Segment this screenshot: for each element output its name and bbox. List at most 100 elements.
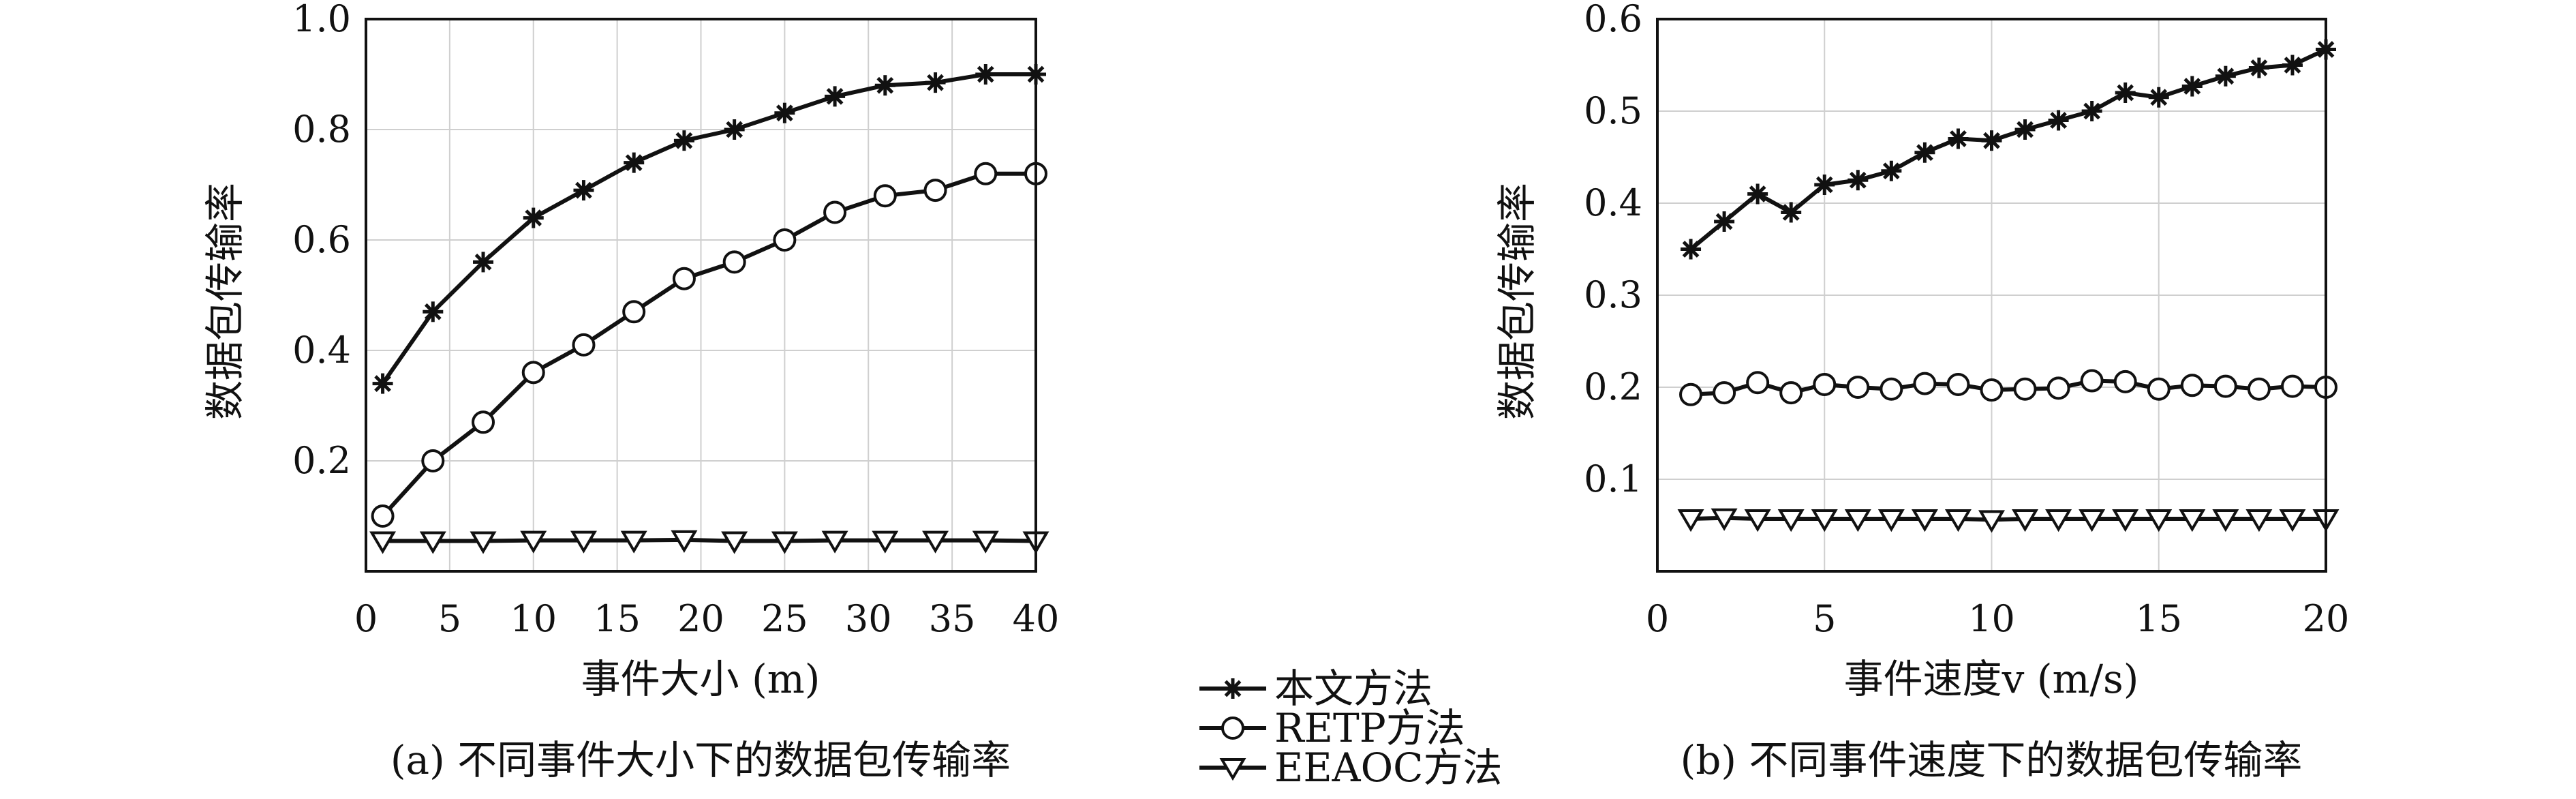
x-tick-label: 25 (761, 597, 808, 640)
triangle-down-marker (2145, 509, 2173, 532)
triangle-down-marker (2179, 509, 2206, 532)
x-tick-label: 30 (845, 597, 892, 640)
x-axis-label: 事件速度v (m/s) (1844, 656, 2139, 702)
plot-frame (1656, 18, 2327, 573)
circle-marker (2180, 374, 2204, 397)
circle-marker (2280, 374, 2304, 398)
star-marker-icon (1223, 678, 1243, 699)
gridlines (1657, 19, 2326, 571)
y-tick-label: 0.2 (292, 439, 351, 482)
star-marker (523, 207, 544, 228)
triangle-down-marker (419, 531, 446, 554)
x-tick-label: 20 (677, 597, 724, 640)
circle-marker (472, 410, 495, 434)
x-tick-label: 5 (1813, 597, 1836, 640)
circle-marker (1746, 371, 1770, 395)
x-tick-label: 10 (1968, 597, 2015, 640)
circle-marker (1946, 372, 1970, 396)
circle-marker (2147, 377, 2171, 401)
circle-marker (1913, 372, 1937, 395)
circle-marker (1880, 377, 1903, 401)
series-line (382, 537, 1037, 543)
star-marker (1814, 175, 1835, 195)
y-tick-label: 0.1 (1584, 457, 1642, 500)
series-triangle-down (369, 530, 1049, 554)
x-tick-label: 15 (594, 597, 641, 640)
star-marker (1981, 130, 2002, 151)
circle-marker (622, 300, 646, 324)
triangle-down-marker (1811, 509, 1838, 532)
triangle-down-marker (671, 530, 698, 553)
legend: 本文方法 RETP方法 EEAOC方法 (1199, 665, 1503, 791)
x-tick-label: 10 (510, 597, 557, 640)
series-star (372, 64, 1046, 394)
star-marker (1781, 202, 1802, 223)
triangle-down-marker (520, 530, 547, 554)
triangle-down-marker (2045, 509, 2072, 532)
star-marker (2181, 76, 2203, 97)
star-marker (975, 64, 996, 85)
star-marker (2215, 65, 2236, 87)
series-circle (371, 162, 1047, 528)
circle-marker (1713, 381, 1736, 405)
triangle-down-marker (872, 530, 899, 554)
circle-marker (2247, 377, 2271, 401)
caption: (b) 不同事件速度下的数据包传输率 (1681, 737, 2303, 783)
triangle-down-marker (1911, 509, 1938, 532)
plot-frame (365, 18, 1037, 573)
circle-marker (1679, 382, 1703, 406)
y-tick-label: 0.8 (292, 108, 351, 151)
star-marker (2148, 87, 2169, 108)
x-tick-label: 0 (1646, 597, 1669, 640)
triangle-down-marker (620, 530, 647, 554)
y-tick-label: 0.4 (292, 329, 351, 372)
star-marker (2081, 101, 2102, 121)
circle-marker (974, 162, 998, 185)
series-triangle-down (1677, 508, 2340, 533)
series-circle (1679, 369, 2337, 406)
legend-item-eeaoc: EEAOC方法 (1199, 744, 1503, 791)
tick-labels: 0 5 10 15 20 25 30 35 40 0.2 0.4 0.6 0.8 1.0 (292, 0, 1059, 640)
circle-marker (672, 267, 696, 290)
star-marker (1681, 239, 1702, 260)
series-group (369, 64, 1049, 554)
tick-labels: 0 5 10 15 20 0.1 0.2 0.3 0.4 0.5 0.6 (1584, 0, 2349, 640)
star-marker (1914, 142, 1935, 163)
star-marker (1847, 170, 1869, 191)
legend-label: EEAOC方法 (1274, 744, 1503, 791)
gridlines (366, 19, 1036, 571)
circle-marker (1779, 381, 1803, 405)
star-marker (573, 180, 594, 201)
star-marker (2282, 55, 2303, 76)
star-marker (624, 152, 645, 173)
star-marker (724, 119, 745, 140)
series-line (381, 171, 1036, 518)
series-star (1681, 39, 2336, 260)
circle-marker (2213, 374, 2237, 398)
triangle-down-marker (570, 530, 597, 554)
triangle-down-marker (1219, 758, 1246, 781)
x-tick-label: 35 (929, 597, 976, 640)
legend-item-retp: RETP方法 (1199, 705, 1465, 751)
x-tick-label: 40 (1013, 597, 1060, 640)
y-tick-label: 0.3 (1584, 273, 1642, 316)
star-marker (2048, 110, 2069, 131)
circle-marker (2113, 370, 2137, 393)
circle-marker (2080, 369, 2104, 393)
y-tick-label: 0.4 (1584, 181, 1642, 224)
triangle-down-marker (721, 531, 748, 554)
circle-marker (2046, 376, 2070, 400)
star-marker (423, 301, 444, 322)
y-axis-label: 数据包传输率 (202, 183, 248, 420)
triangle-down-marker (1844, 509, 1871, 532)
chart-panel-a: 0 5 10 15 20 25 30 35 40 0.2 0.4 0.6 0.8 1.0 事件大小 (m)… (202, 0, 1059, 783)
circle-marker (521, 361, 545, 385)
chart-panel-b: 0 5 10 15 20 0.1 0.2 0.3 0.4 0.5 0.6 事件速度v (m/s) 数… (1494, 0, 2349, 783)
triangle-down-marker (2212, 509, 2239, 532)
circle-marker (572, 333, 596, 357)
y-tick-label: 0.2 (1584, 365, 1642, 408)
circle-marker (1846, 376, 1870, 399)
star-marker (925, 72, 946, 93)
triangle-down-marker (1744, 509, 1771, 532)
